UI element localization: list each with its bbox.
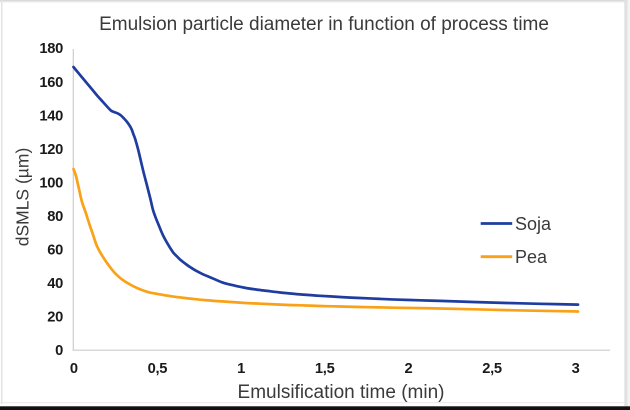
svg-text:180: 180 xyxy=(39,41,63,57)
svg-text:20: 20 xyxy=(47,310,63,326)
svg-text:Pea: Pea xyxy=(515,247,548,267)
svg-text:120: 120 xyxy=(39,142,63,158)
svg-text:dSMLS (µm): dSMLS (µm) xyxy=(13,148,33,247)
svg-text:2: 2 xyxy=(404,361,412,377)
svg-text:0: 0 xyxy=(55,343,63,359)
svg-text:80: 80 xyxy=(47,209,63,225)
svg-text:Emulsification time (min): Emulsification time (min) xyxy=(238,382,445,403)
svg-text:0: 0 xyxy=(70,361,78,377)
svg-text:140: 140 xyxy=(39,108,63,124)
svg-text:0,5: 0,5 xyxy=(148,361,168,377)
svg-text:40: 40 xyxy=(47,276,63,292)
svg-text:100: 100 xyxy=(39,175,63,191)
svg-text:1: 1 xyxy=(237,361,245,377)
svg-text:Soja: Soja xyxy=(515,214,552,234)
svg-text:60: 60 xyxy=(47,243,63,259)
svg-text:160: 160 xyxy=(39,75,63,91)
svg-text:1,5: 1,5 xyxy=(315,361,335,377)
svg-text:Emulsion particle diameter in: Emulsion particle diameter in function o… xyxy=(99,14,549,35)
svg-text:2,5: 2,5 xyxy=(482,361,502,377)
svg-text:3: 3 xyxy=(572,361,580,377)
